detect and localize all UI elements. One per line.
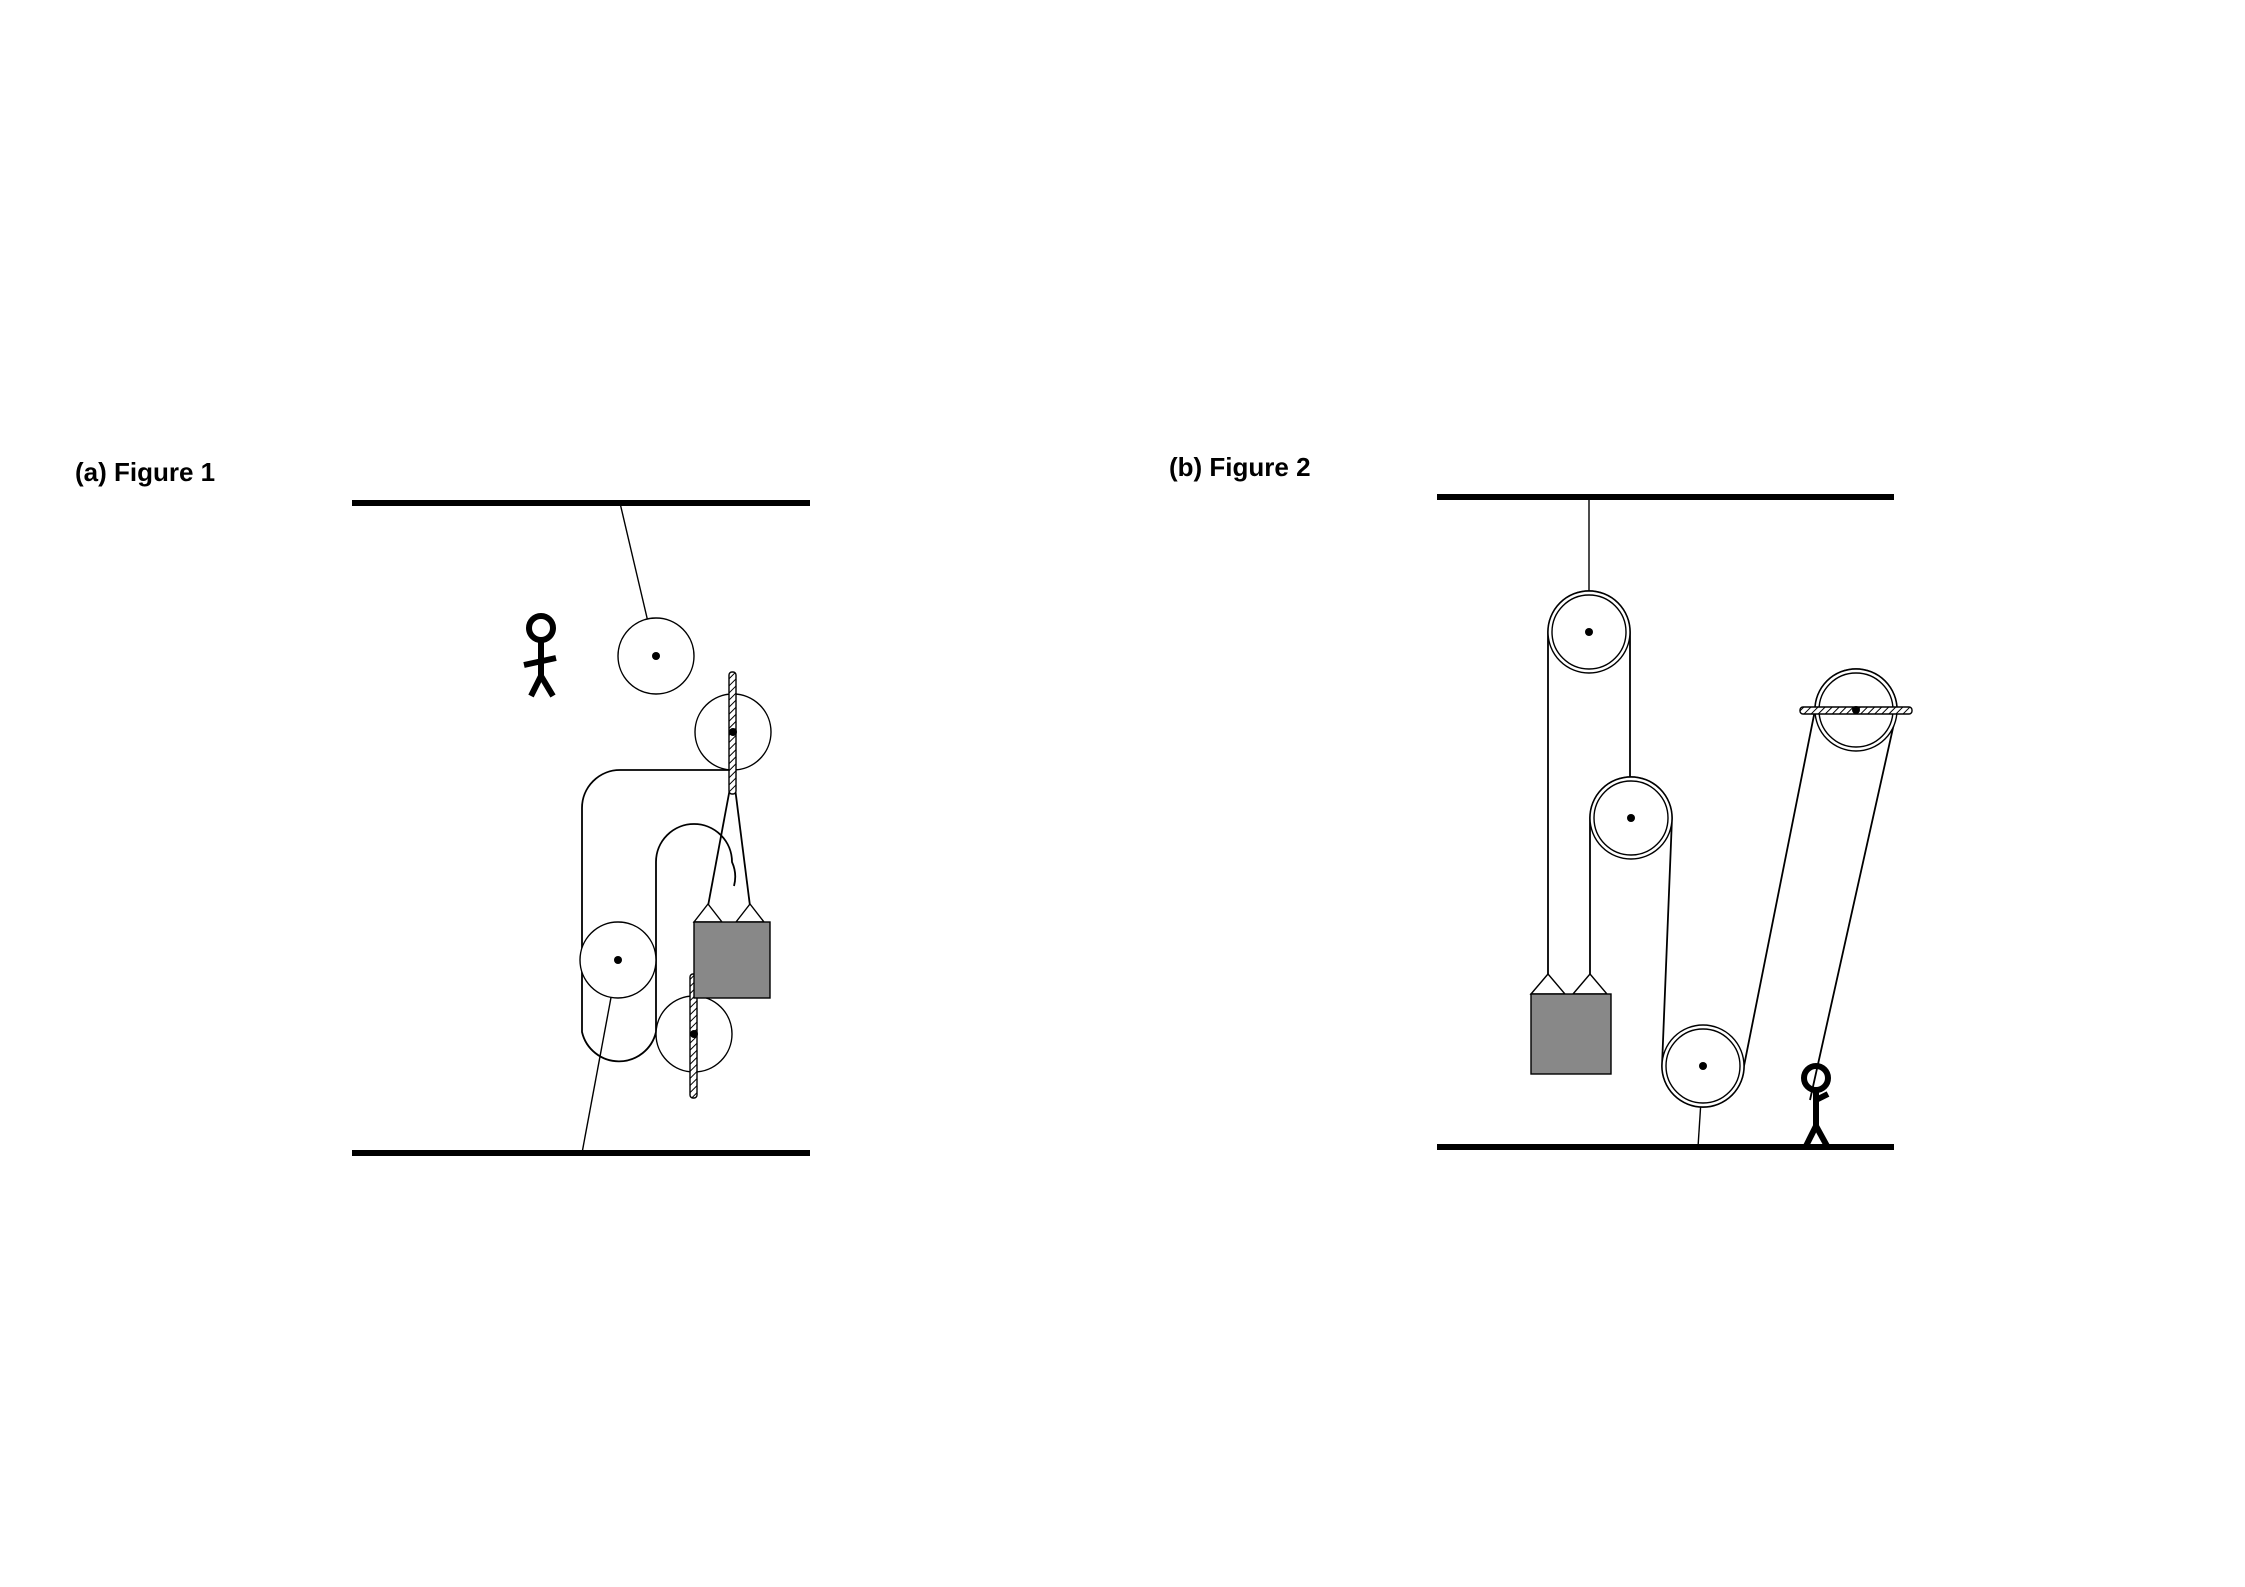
figure-1-caption: (a) Figure 1 <box>75 457 215 487</box>
figure-1-hook-left <box>692 902 724 923</box>
figure-2-hook-right <box>1571 972 1609 995</box>
figure-1-person <box>523 613 557 698</box>
figure-1-block <box>693 921 771 999</box>
figure-2-hook-left <box>1529 972 1567 995</box>
figure-1-rope <box>581 769 737 1063</box>
figure-1-bar-pulley-upper-axle <box>729 728 737 736</box>
figure-1-rope-right-hook <box>732 771 751 907</box>
figure-2-middle-pulley <box>1589 776 1673 860</box>
figure-2-person <box>1801 1063 1831 1148</box>
figure-2-top-pulley <box>1547 590 1631 674</box>
figure-1-hook-right <box>734 902 766 923</box>
figure-2-caption: (b) Figure 2 <box>1169 452 1311 482</box>
figure-1-bar-pulley-lower-axle <box>690 1030 698 1038</box>
figure-1-rope-left-hook <box>707 771 734 907</box>
figure-1-fixed-pulley-axle <box>652 652 660 660</box>
figure-2-floor-pulley <box>1661 1024 1745 1108</box>
figure-2-bar-pulley <box>1799 668 1913 752</box>
figure-1: (a) Figure 1 <box>75 457 810 1156</box>
figure-1-lower-pulley-axle <box>614 956 622 964</box>
figure-2: (b) Figure 2 <box>1169 452 1913 1150</box>
figure-2-block <box>1530 993 1612 1075</box>
